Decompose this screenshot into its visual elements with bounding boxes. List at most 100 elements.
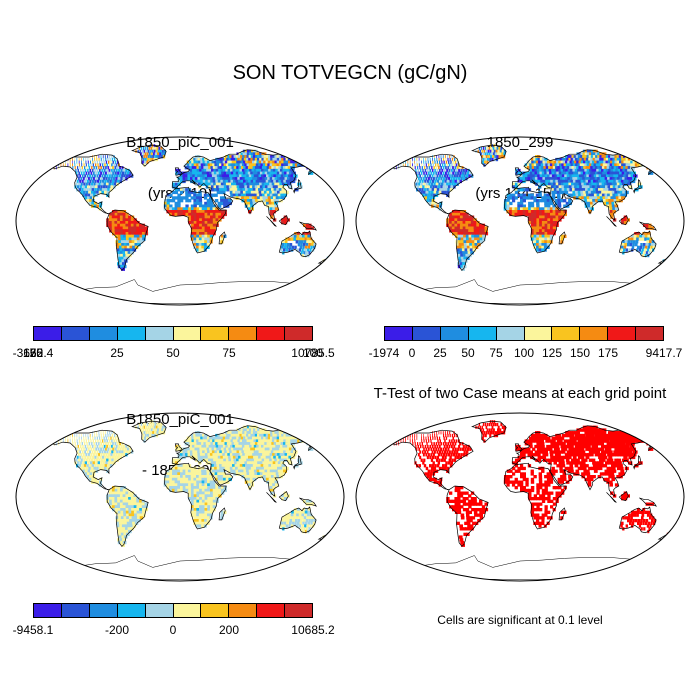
grid-cell	[272, 168, 278, 173]
grid-cell	[269, 190, 273, 195]
grid-cell	[432, 160, 434, 164]
grid-cell	[636, 237, 639, 241]
grid-cell	[617, 190, 621, 195]
grid-cell	[213, 458, 217, 462]
grid-cell	[283, 497, 288, 501]
grid-cell	[572, 163, 577, 167]
grid-cell	[220, 458, 225, 462]
grid-cell	[204, 447, 208, 451]
grid-cell	[187, 190, 192, 195]
grid-cell	[125, 212, 129, 217]
grid-cell	[139, 508, 143, 512]
grid-cell	[551, 190, 555, 195]
grid-cell	[310, 439, 317, 443]
grid-cell	[114, 234, 119, 238]
grid-cell	[490, 155, 492, 159]
grid-cell	[638, 157, 645, 162]
grid-cell	[644, 253, 647, 258]
grid-cell	[546, 193, 550, 197]
grid-cell	[248, 466, 252, 471]
grid-cell	[520, 201, 524, 206]
grid-cell	[163, 477, 168, 482]
grid-cell	[528, 212, 532, 217]
grid-cell	[122, 168, 125, 173]
grid-cell	[228, 182, 233, 186]
grid-cell	[210, 215, 214, 219]
grid-cell	[215, 488, 219, 493]
grid-cell	[157, 152, 160, 156]
grid-cell	[174, 201, 178, 206]
grid-cell	[479, 226, 483, 230]
grid-cell	[196, 499, 200, 503]
grid-cell	[481, 155, 484, 159]
grid-cell	[281, 218, 285, 222]
grid-cell	[172, 469, 176, 473]
grid-cell	[454, 218, 458, 222]
grid-cell	[92, 469, 96, 473]
grid-cell	[563, 212, 567, 217]
grid-cell	[98, 433, 100, 438]
grid-cell	[297, 458, 302, 462]
grid-cell	[651, 243, 654, 247]
grid-cell	[169, 488, 173, 493]
grid-cell	[92, 157, 93, 162]
grid-cell	[306, 240, 309, 244]
grid-cell	[277, 453, 282, 457]
grid-cell	[214, 453, 219, 457]
grid-cell	[461, 174, 464, 178]
grid-cell	[296, 433, 303, 438]
grid-cell	[193, 486, 197, 490]
grid-cell	[196, 483, 200, 487]
grid-cell	[106, 497, 110, 501]
grid-cell	[119, 499, 124, 503]
grid-cell	[309, 240, 312, 244]
grid-cell	[96, 464, 100, 468]
grid-cell	[434, 157, 436, 162]
grid-cell	[114, 491, 118, 495]
coastline-greenland	[131, 420, 167, 443]
grid-cell	[254, 196, 259, 200]
grid-cell	[53, 439, 55, 443]
grid-cell	[109, 491, 113, 495]
grid-cell	[155, 425, 158, 429]
grid-cell	[213, 436, 218, 440]
grid-cell	[448, 163, 451, 167]
grid-cell	[549, 160, 553, 164]
grid-cell	[491, 157, 494, 162]
grid-cell	[130, 251, 134, 255]
grid-cell	[454, 223, 458, 227]
grid-cell	[114, 499, 118, 503]
grid-cell	[201, 229, 206, 233]
grid-cell	[85, 177, 88, 181]
map-ttest	[355, 412, 685, 582]
grid-cell	[471, 237, 475, 241]
grid-cell	[512, 196, 516, 200]
grid-cell	[236, 436, 241, 440]
grid-cell	[244, 475, 248, 479]
grid-cell	[442, 155, 444, 159]
grid-cell	[446, 163, 448, 167]
grid-cell	[198, 196, 202, 200]
grid-cell	[182, 188, 186, 192]
grid-cell	[494, 152, 497, 156]
grid-cell	[160, 146, 163, 151]
grid-cell	[468, 174, 471, 178]
grid-cell	[208, 168, 213, 173]
map-diff	[15, 412, 345, 582]
grid-cell	[221, 163, 225, 167]
grid-cell	[202, 433, 206, 438]
grid-cell	[180, 212, 184, 217]
grid-cell	[288, 455, 293, 460]
grid-cell	[566, 166, 571, 170]
grid-cell	[421, 179, 424, 184]
grid-cell	[137, 425, 139, 429]
grid-cell	[540, 160, 544, 164]
grid-cell	[141, 226, 146, 230]
grid-cell	[598, 179, 603, 184]
grid-cell	[212, 502, 217, 506]
grid-cell	[248, 486, 252, 490]
grid-cell	[85, 433, 87, 438]
grid-cell	[111, 505, 116, 509]
grid-cell	[423, 160, 425, 164]
grid-cell	[459, 248, 463, 252]
